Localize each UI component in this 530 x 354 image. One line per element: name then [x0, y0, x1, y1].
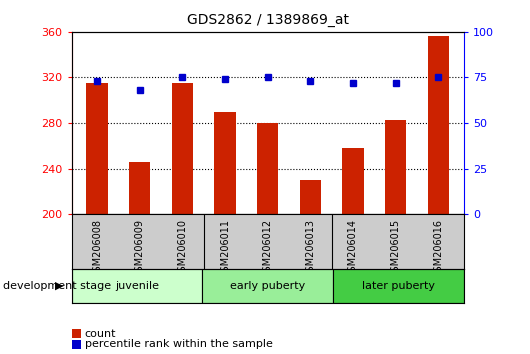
- Text: GSM206012: GSM206012: [263, 218, 272, 278]
- Bar: [385, 120, 406, 214]
- Text: GSM206008: GSM206008: [92, 218, 102, 278]
- Text: GSM206016: GSM206016: [433, 218, 443, 278]
- Title: GDS2862 / 1389869_at: GDS2862 / 1389869_at: [187, 13, 349, 27]
- Text: later puberty: later puberty: [362, 281, 435, 291]
- Bar: [342, 148, 364, 214]
- Text: GSM206011: GSM206011: [220, 218, 230, 278]
- Text: GSM206009: GSM206009: [135, 218, 145, 278]
- Bar: [72, 269, 202, 303]
- Bar: [202, 269, 333, 303]
- Bar: [299, 180, 321, 214]
- Bar: [428, 36, 449, 214]
- Bar: [129, 162, 151, 214]
- Text: juvenile: juvenile: [115, 281, 159, 291]
- Bar: [257, 123, 278, 214]
- Text: GSM206014: GSM206014: [348, 218, 358, 278]
- Text: percentile rank within the sample: percentile rank within the sample: [85, 339, 272, 349]
- Text: early puberty: early puberty: [230, 281, 305, 291]
- Text: GSM206010: GSM206010: [178, 218, 188, 278]
- Text: count: count: [85, 329, 116, 339]
- Text: development stage: development stage: [3, 281, 111, 291]
- Bar: [333, 269, 464, 303]
- Bar: [86, 83, 108, 214]
- Bar: [214, 112, 236, 214]
- Text: GSM206015: GSM206015: [391, 218, 401, 278]
- Bar: [172, 83, 193, 214]
- Text: GSM206013: GSM206013: [305, 218, 315, 278]
- Text: ▶: ▶: [55, 281, 64, 291]
